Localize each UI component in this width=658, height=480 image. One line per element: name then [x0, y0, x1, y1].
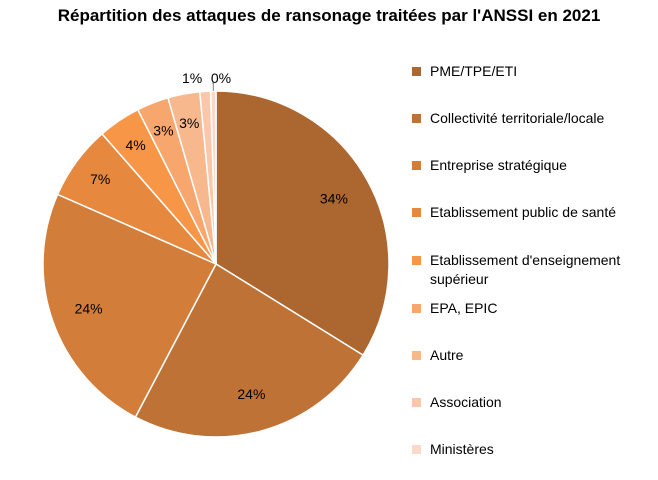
pie-slice-entreprise-strategique — [42, 193, 218, 419]
legend-item-pme-tpe-eti: PME/TPE/ETI — [412, 62, 652, 81]
pie-slice-pme-tpe-eti — [215, 90, 390, 357]
data-label-collectivite-territoriale-locale: 24% — [237, 386, 265, 402]
legend-label: PME/TPE/ETI — [430, 63, 518, 79]
legend-label: Association — [430, 394, 502, 410]
legend-label: Autre — [430, 347, 464, 363]
legend-swatch — [412, 304, 421, 313]
data-label-pme-tpe-eti: 34% — [320, 190, 348, 206]
data-label-ministeres: 0% — [211, 70, 231, 86]
legend-item-collectivite-territoriale-locale: Collectivité territoriale/locale — [412, 109, 652, 128]
legend-swatch — [412, 161, 421, 170]
data-label-etablissement-public-de-sante: 7% — [90, 171, 110, 187]
legend-item-etablissement-d-enseignement-superieur: Etablissement d'enseignement supérieur — [412, 251, 652, 289]
legend-label: Entreprise stratégique — [430, 157, 567, 173]
legend-item-entreprise-strategique: Entreprise stratégique — [412, 156, 652, 175]
pie-chart: 34% 24% 24% 7% 4% 3% 3% 1% 0% — [42, 70, 390, 438]
legend-swatch — [412, 445, 421, 454]
data-label-etablissement-d-enseignement-superieur: 4% — [125, 137, 145, 153]
data-label-autre: 3% — [179, 115, 199, 131]
data-label-association: 1% — [182, 70, 202, 86]
legend-item-epa-epic: EPA, EPIC — [412, 299, 652, 318]
chart-title: Répartition des attaques de ransonage tr… — [57, 6, 601, 25]
legend-swatch — [412, 208, 421, 217]
pie-slice-ministeres — [209, 90, 217, 265]
legend-label: Ministères — [430, 441, 494, 457]
legend-label: EPA, EPIC — [430, 300, 498, 316]
legend-label: Collectivité territoriale/locale — [430, 110, 605, 126]
legend-label: Etablissement public de santé — [430, 204, 616, 220]
data-label-epa-epic: 3% — [153, 122, 173, 138]
legend-item-etablissement-public-de-sante: Etablissement public de santé — [412, 203, 652, 222]
legend-swatch — [412, 67, 421, 76]
legend-swatch — [412, 398, 421, 407]
data-label-entreprise-strategique: 24% — [75, 301, 103, 317]
legend-item-autre: Autre — [412, 346, 652, 365]
pie-slice-collectivite-territoriale-locale — [134, 262, 365, 438]
legend-swatch — [412, 256, 421, 265]
legend-label: Etablissement d'enseignement supérieur — [430, 252, 621, 287]
legend-swatch — [412, 351, 421, 360]
legend-item-ministeres: Ministères — [412, 440, 652, 459]
leader-line-ministeres — [212, 82, 214, 91]
legend-item-association: Association — [412, 393, 652, 412]
legend-swatch — [412, 114, 421, 123]
